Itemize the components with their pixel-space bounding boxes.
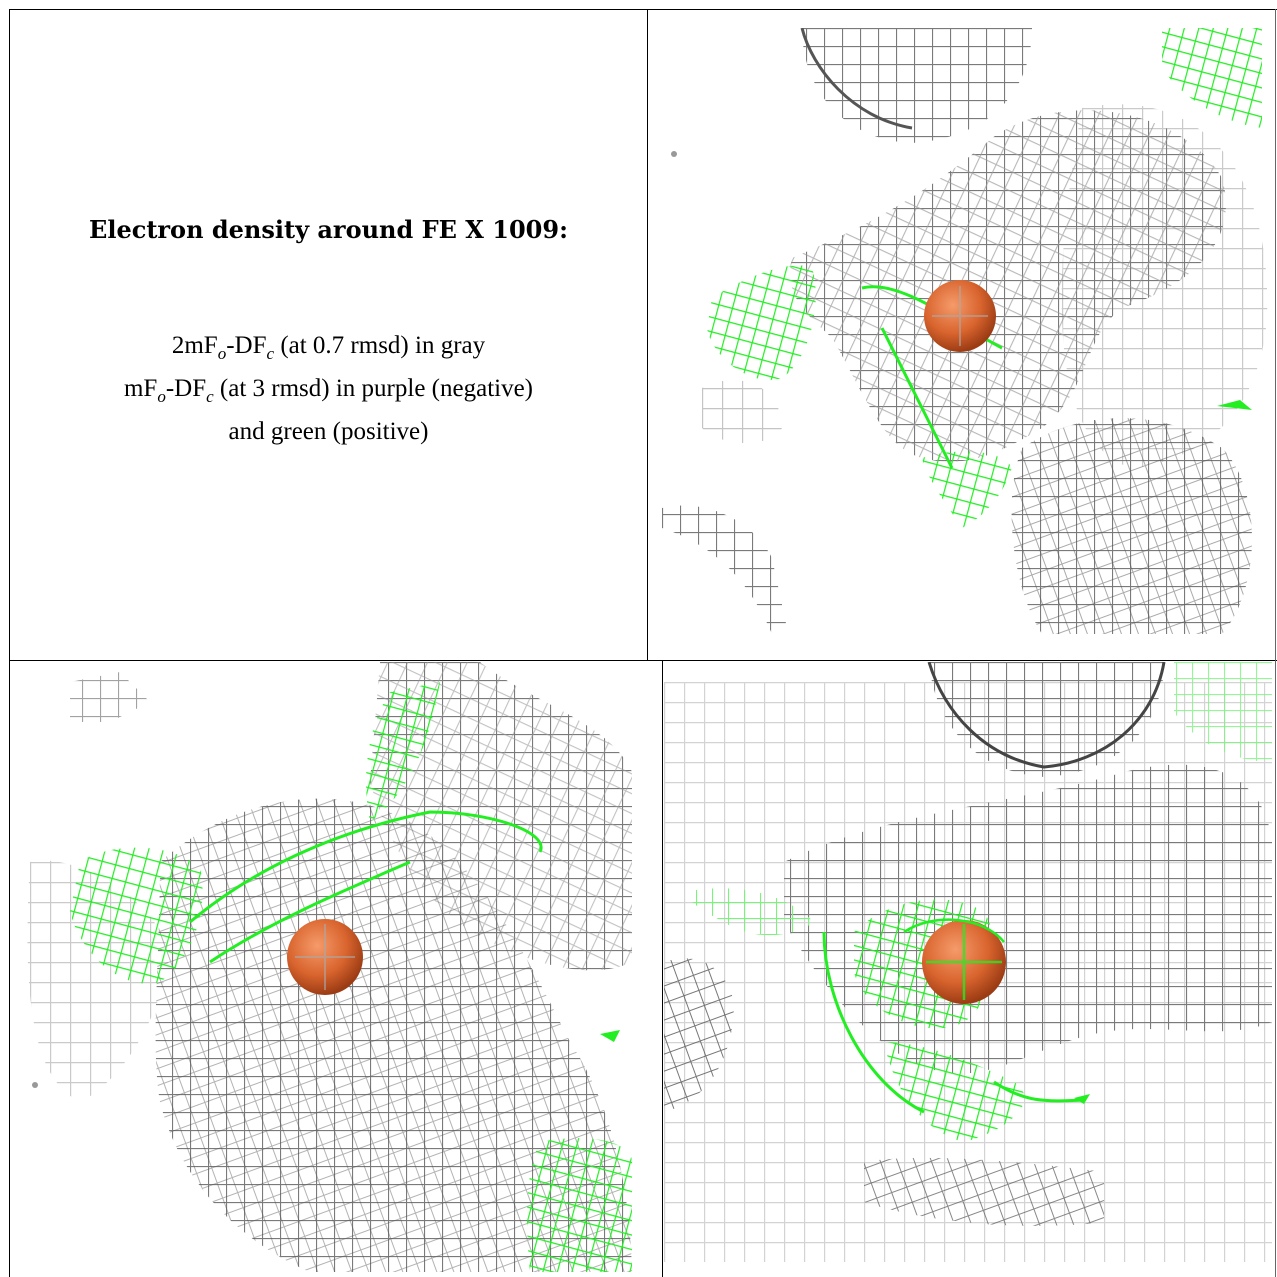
density-view-bottom-left	[10, 662, 632, 1272]
density-view-bottom-right	[664, 662, 1272, 1272]
density-view-top-right	[662, 28, 1272, 634]
table-border-top	[10, 9, 1277, 10]
table-border-left	[9, 9, 10, 1277]
table-border-right	[1275, 9, 1276, 1277]
table-divider-horizontal	[10, 660, 1277, 661]
table-divider-vertical-top	[647, 9, 648, 661]
caption-cell: Electron density around FE X 1009: 2mFo-…	[10, 10, 647, 660]
caption-body: 2mFo-DFc (at 0.7 rmsd) in gray mFo-DFc (…	[10, 328, 647, 449]
caption-line-2mfo: 2mFo-DFc (at 0.7 rmsd) in gray	[171, 332, 486, 363]
table-divider-vertical-bottom	[662, 660, 663, 1277]
caption-title: Electron density around FE X 1009:	[89, 215, 568, 244]
caption-line-mfo: mFo-DFc (at 3 rmsd) in purple (negative)	[123, 375, 534, 406]
caption-line-green: and green (positive)	[228, 418, 429, 445]
